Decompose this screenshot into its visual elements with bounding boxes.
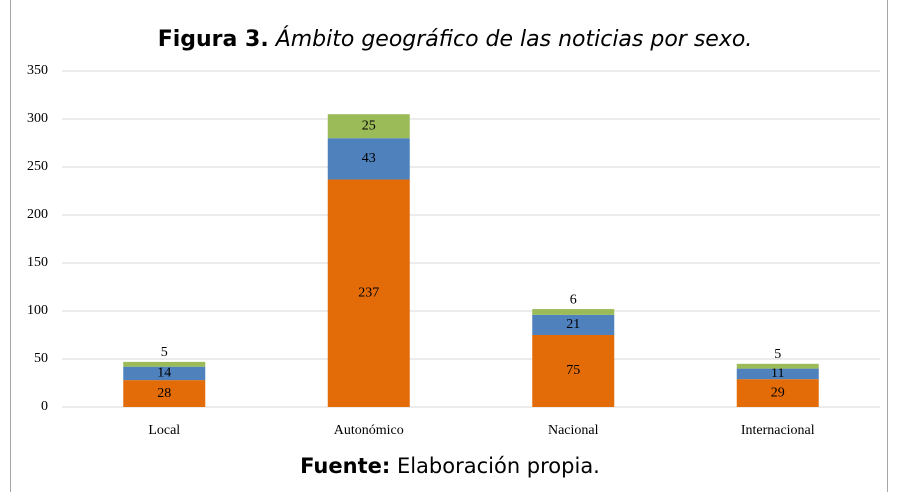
- y-tick-label: 50: [34, 351, 48, 366]
- data-label: 75: [566, 363, 580, 378]
- source-text: Elaboración propia.: [397, 454, 600, 478]
- bar-segment: [736, 363, 819, 369]
- y-tick-label: 150: [27, 255, 48, 270]
- chart-title: Figura 3. Ámbito geográfico de las notic…: [158, 26, 753, 52]
- bar-segment: [123, 366, 206, 381]
- data-label: 14: [157, 366, 171, 381]
- title-text: Ámbito geográfico de las noticias por se…: [274, 26, 753, 52]
- data-label: 43: [362, 151, 376, 166]
- bar-segment: [327, 179, 410, 407]
- source-label: Fuente:: [300, 454, 390, 478]
- bar-segment: [123, 361, 206, 367]
- data-label: 5: [774, 347, 781, 362]
- x-tick-label: Autonómico: [334, 423, 404, 438]
- data-label: 11: [771, 366, 784, 381]
- bar-segment: [736, 379, 819, 407]
- data-label: 29: [771, 385, 785, 400]
- y-tick-label: 100: [27, 303, 48, 318]
- y-tick-label: 350: [27, 63, 48, 78]
- chart-frame: [10, 0, 888, 492]
- bar-segment: [327, 114, 410, 139]
- data-label: 237: [358, 285, 379, 300]
- y-tick-label: 0: [41, 399, 48, 414]
- data-label: 6: [570, 292, 577, 307]
- bar-segment: [327, 138, 410, 180]
- data-label: 21: [566, 317, 580, 332]
- data-label: 28: [157, 386, 171, 401]
- y-tick-label: 200: [27, 207, 48, 222]
- title-label: Figura 3.: [158, 27, 269, 52]
- y-tick-label: 300: [27, 111, 48, 126]
- bar-segment: [123, 380, 206, 407]
- bar-segment: [532, 314, 615, 335]
- y-tick-label: 250: [27, 159, 48, 174]
- bar-segment: [532, 309, 615, 315]
- source-note: Fuente: Elaboración propia.: [300, 454, 600, 478]
- x-tick-label: Local: [148, 423, 180, 438]
- bar-segment: [736, 368, 819, 380]
- data-label: 5: [161, 345, 168, 360]
- bar-segment: [532, 335, 615, 407]
- x-tick-label: Nacional: [548, 423, 599, 438]
- x-tick-label: Internacional: [741, 423, 815, 438]
- data-label: 25: [362, 118, 376, 133]
